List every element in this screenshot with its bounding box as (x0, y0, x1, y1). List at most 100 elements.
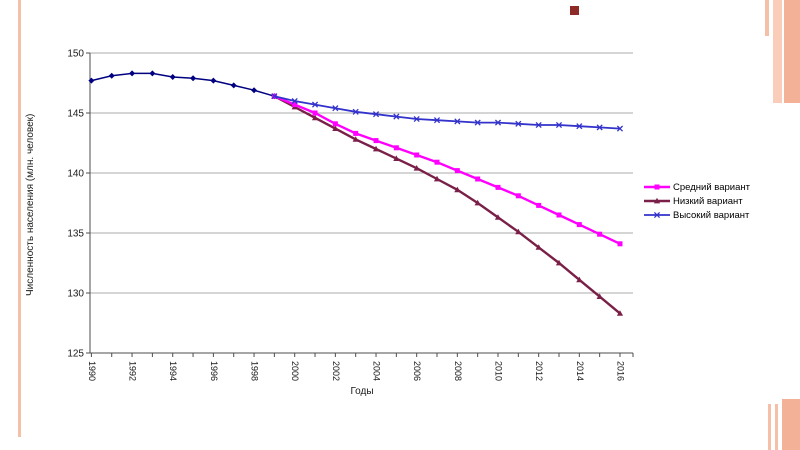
series-marker-low (596, 293, 603, 299)
x-axis-title: Годы (350, 386, 374, 397)
series-marker-fact (108, 72, 115, 79)
x-tick-label: 1992 (128, 361, 138, 381)
series-marker-fact (169, 74, 176, 80)
accent-stripe-top-right-1 (765, 0, 769, 36)
y-tick-label: 130 (67, 289, 84, 300)
series-marker-low (311, 114, 319, 121)
legend-swatch-medium-variant (644, 184, 670, 190)
legend-label-low-variant: Низкий вариант (673, 195, 743, 207)
legend-item-low-variant: Низкий вариант (644, 195, 750, 207)
series-marker-high (291, 97, 298, 105)
x-tick-label: 1994 (168, 361, 178, 381)
series-marker-medium (536, 202, 542, 208)
series-marker-high (372, 111, 380, 118)
series-marker-high (576, 123, 583, 130)
legend-swatch-marker (654, 184, 660, 190)
series-marker-medium (617, 241, 623, 247)
series-marker-high (433, 117, 441, 124)
series-marker-medium (292, 102, 298, 108)
series-marker-low (393, 155, 400, 161)
chart-legend: Средний вариант Низкий вариант Высокий в… (644, 182, 750, 224)
series-marker-medium (495, 184, 501, 190)
legend-swatch-marker (653, 211, 661, 219)
series-marker-fact (251, 87, 258, 94)
series-marker-medium (414, 152, 420, 158)
series-marker-high (332, 105, 339, 112)
series-marker-low (474, 199, 481, 206)
series-marker-low (555, 259, 563, 266)
x-tick-label: 2004 (372, 361, 382, 381)
series-marker-high (271, 93, 278, 100)
y-tick-label: 140 (67, 169, 84, 180)
x-tick-label: 2010 (494, 361, 504, 381)
series-marker-fact (230, 82, 237, 89)
series-marker-high (515, 120, 522, 127)
legend-item-high-variant: Высокий вариант (644, 209, 750, 221)
series-line-medium (273, 95, 621, 245)
series-marker-fact (88, 77, 95, 84)
y-tick-label: 150 (67, 49, 84, 60)
accent-stripe-top-right-3 (784, 0, 800, 103)
series-marker-fact (190, 75, 197, 82)
series-marker-low (433, 175, 441, 182)
x-tick-label: 2014 (575, 361, 585, 381)
accent-stripe-bottom-right-2 (775, 404, 778, 450)
series-marker-medium (556, 212, 562, 218)
series-marker-low (535, 244, 542, 250)
series-marker-low (494, 214, 502, 220)
y-tick-label: 145 (67, 109, 84, 120)
series-marker-medium (434, 159, 440, 165)
series-marker-high (494, 119, 502, 126)
series-marker-low (576, 276, 583, 283)
series-marker-low (413, 165, 420, 171)
legend-item-medium-variant: Средний вариант (644, 181, 750, 193)
series-marker-low (332, 125, 339, 131)
series-marker-low (616, 310, 624, 316)
legend-swatch-marker (653, 197, 661, 204)
series-marker-high (474, 119, 481, 126)
x-tick-label: 1990 (87, 361, 97, 381)
series-marker-high (413, 115, 420, 123)
legend-label-high-variant: Высокий вариант (673, 209, 750, 221)
series-marker-medium (576, 222, 582, 228)
series-marker-high (454, 118, 461, 125)
x-tick-label: 2002 (331, 361, 341, 381)
series-line-fact (91, 72, 275, 97)
series-marker-low (515, 228, 522, 235)
accent-stripe-bottom-right-3 (782, 399, 800, 450)
series-marker-high (352, 108, 359, 115)
x-tick-label: 1998 (250, 361, 260, 381)
y-axis-title: Численность населения (млн. человек) (25, 113, 36, 296)
legend-swatch-high-variant (644, 211, 670, 219)
series-marker-medium (597, 231, 603, 237)
series-marker-high (596, 124, 603, 131)
series-marker-medium (515, 193, 521, 199)
series-marker-medium (393, 145, 399, 151)
series-marker-high (555, 121, 563, 129)
x-tick-label: 2008 (453, 361, 463, 381)
x-tick-label: 2000 (290, 361, 300, 381)
accent-stripe-left (18, 0, 21, 437)
series-marker-low (352, 136, 359, 142)
series-marker-fact (149, 70, 156, 77)
series-marker-high (616, 125, 624, 132)
series-marker-high (393, 113, 400, 120)
accent-stripe-bottom-right-1 (768, 404, 771, 450)
series-marker-fact (210, 77, 217, 84)
series-marker-medium (332, 121, 338, 127)
y-tick-label: 125 (67, 349, 84, 360)
x-tick-label: 1996 (209, 361, 219, 381)
series-marker-high (535, 121, 542, 129)
series-marker-medium (373, 138, 379, 144)
x-tick-label: 2016 (615, 361, 625, 381)
legend-swatch-low-variant (644, 197, 670, 204)
x-tick-label: 2006 (412, 361, 422, 381)
series-marker-medium (454, 168, 460, 174)
legend-label-medium-variant: Средний вариант (673, 181, 750, 193)
series-marker-medium (353, 130, 359, 136)
y-tick-label: 135 (67, 229, 84, 240)
series-marker-low (372, 145, 380, 152)
series-line-low (273, 95, 621, 315)
